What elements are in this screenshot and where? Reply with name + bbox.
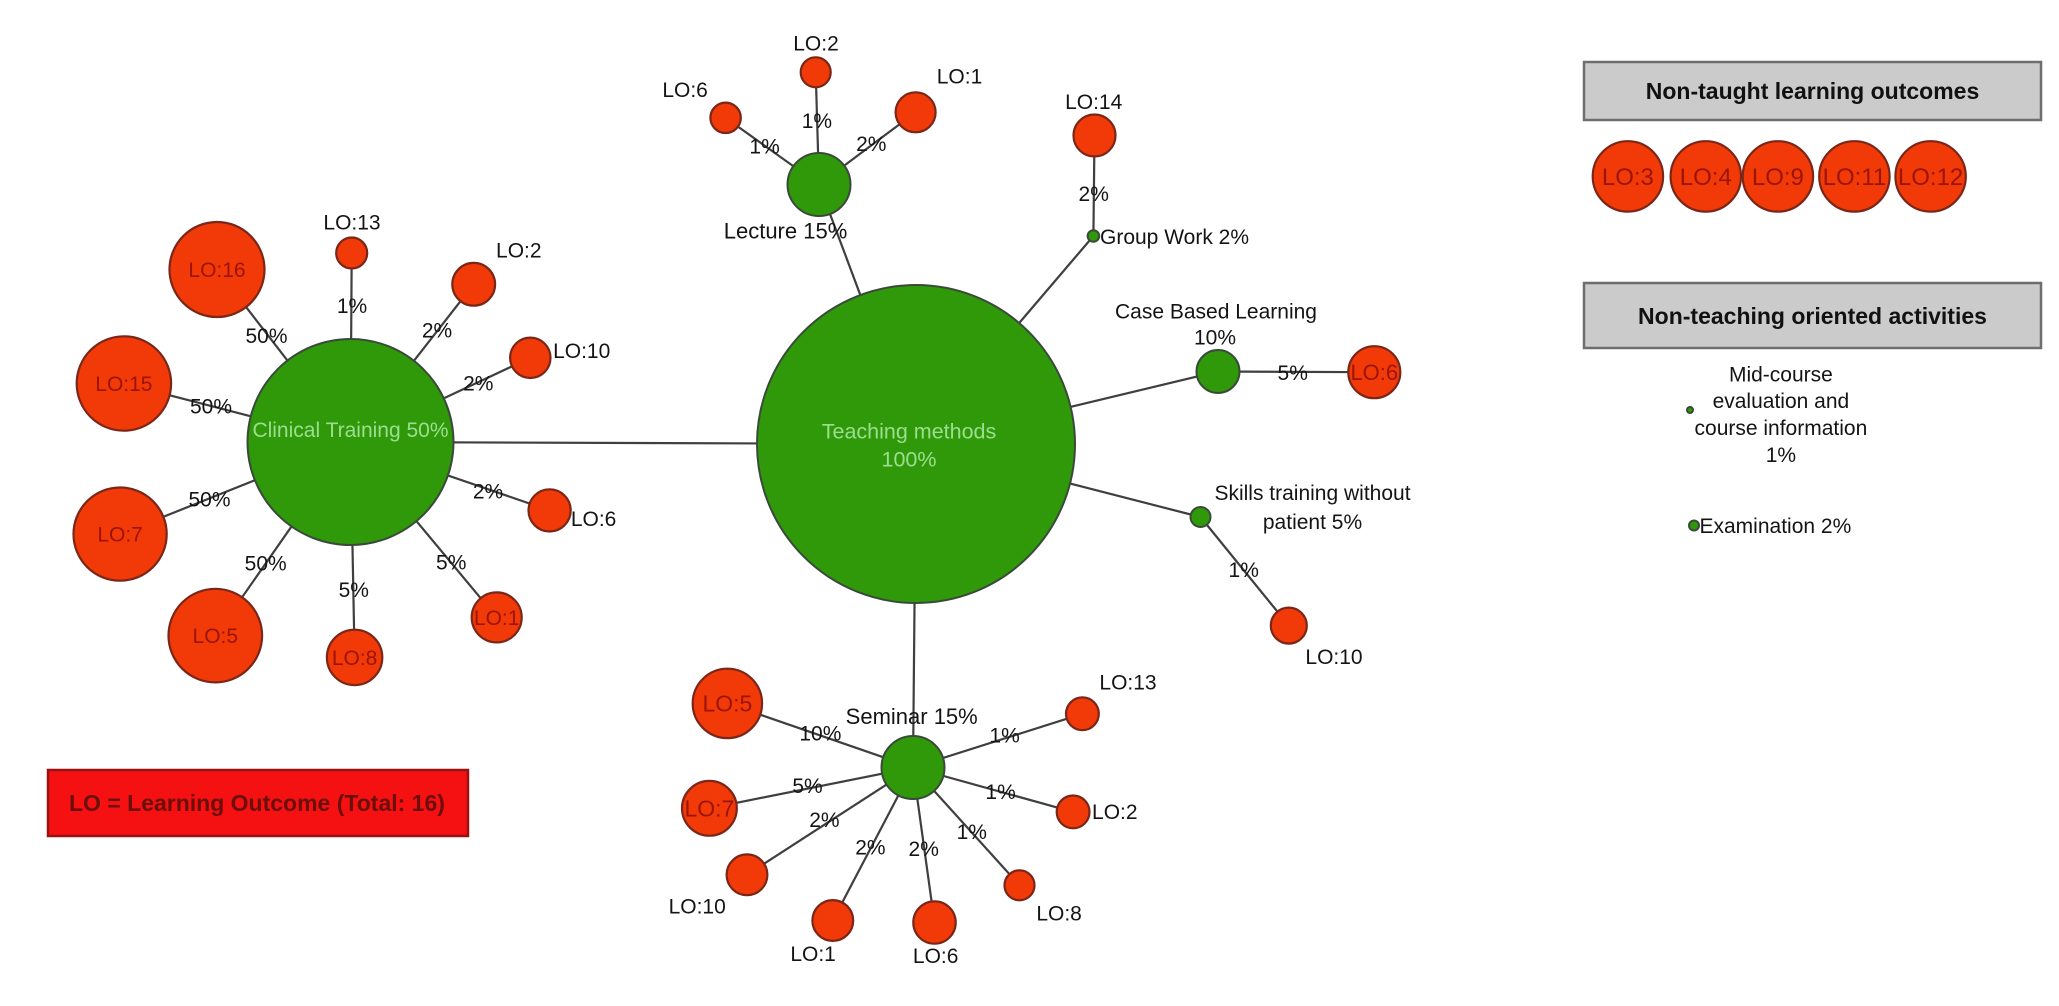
svg-text:2%: 2%	[473, 481, 503, 504]
svg-text:2%: 2%	[463, 373, 493, 396]
svg-text:LO:15: LO:15	[95, 373, 152, 396]
svg-text:50%: 50%	[245, 552, 287, 575]
svg-text:1%: 1%	[749, 136, 779, 159]
svg-text:2%: 2%	[855, 837, 885, 860]
svg-text:Clinical Training 50%: Clinical Training 50%	[252, 419, 448, 442]
svg-text:2%: 2%	[1079, 183, 1109, 206]
svg-text:LO:7: LO:7	[97, 524, 143, 547]
svg-text:LO:6: LO:6	[662, 79, 708, 102]
svg-text:50%: 50%	[245, 325, 287, 348]
svg-text:LO:16: LO:16	[188, 259, 245, 282]
svg-text:LO:6: LO:6	[571, 508, 617, 531]
svg-text:1%: 1%	[957, 821, 987, 844]
svg-text:100%: 100%	[882, 448, 937, 472]
svg-text:LO:10: LO:10	[669, 896, 726, 919]
svg-text:LO:6: LO:6	[913, 945, 959, 968]
svg-text:Teaching methods: Teaching methods	[822, 420, 997, 444]
svg-text:LO:12: LO:12	[1898, 164, 1963, 191]
svg-text:1%: 1%	[802, 110, 832, 133]
svg-text:LO:1: LO:1	[937, 66, 983, 89]
svg-text:1%: 1%	[337, 295, 367, 318]
svg-text:1%: 1%	[985, 781, 1015, 804]
svg-text:1%: 1%	[1766, 444, 1796, 467]
svg-text:LO:13: LO:13	[323, 211, 380, 234]
svg-text:50%: 50%	[188, 489, 230, 512]
svg-text:course information: course information	[1695, 417, 1868, 440]
svg-text:5%: 5%	[1278, 362, 1308, 385]
svg-text:LO:14: LO:14	[1065, 91, 1123, 114]
svg-text:2%: 2%	[809, 809, 839, 832]
svg-text:LO:2: LO:2	[1092, 801, 1138, 824]
svg-text:LO = Learning Outcome (Total:: LO = Learning Outcome (Total: 16)	[69, 790, 445, 816]
svg-text:1%: 1%	[989, 724, 1019, 747]
svg-text:2%: 2%	[422, 320, 452, 343]
svg-text:LO:3: LO:3	[1602, 164, 1654, 191]
svg-text:evaluation and: evaluation and	[1713, 390, 1850, 413]
svg-text:LO:9: LO:9	[1752, 164, 1804, 191]
svg-text:LO:6: LO:6	[1350, 360, 1398, 385]
svg-text:Group Work 2%: Group Work 2%	[1100, 226, 1249, 249]
svg-text:LO:5: LO:5	[193, 625, 239, 648]
svg-text:Mid-course: Mid-course	[1729, 364, 1833, 387]
svg-text:Examination 2%: Examination 2%	[1700, 515, 1852, 538]
svg-text:Skills training without: Skills training without	[1214, 482, 1410, 505]
svg-text:LO:2: LO:2	[496, 239, 542, 262]
svg-text:5%: 5%	[436, 552, 466, 575]
svg-text:50%: 50%	[190, 396, 232, 419]
svg-text:Seminar 15%: Seminar 15%	[846, 704, 978, 729]
svg-text:Case Based Learning: Case Based Learning	[1115, 301, 1317, 324]
svg-text:2%: 2%	[856, 133, 886, 156]
svg-text:LO:1: LO:1	[474, 607, 520, 630]
svg-text:LO:2: LO:2	[793, 33, 839, 56]
svg-text:LO:8: LO:8	[332, 647, 378, 670]
svg-text:LO:5: LO:5	[702, 690, 752, 716]
svg-text:LO:13: LO:13	[1099, 672, 1156, 695]
svg-text:LO:7: LO:7	[684, 795, 734, 821]
svg-text:LO:8: LO:8	[1036, 903, 1082, 926]
svg-text:10%: 10%	[799, 722, 841, 745]
svg-text:patient 5%: patient 5%	[1263, 511, 1362, 534]
svg-text:1%: 1%	[1229, 559, 1259, 582]
svg-text:LO:11: LO:11	[1823, 164, 1887, 191]
svg-text:LO:4: LO:4	[1680, 164, 1732, 191]
svg-text:5%: 5%	[339, 579, 369, 602]
svg-text:Non-teaching oriented activiti: Non-teaching oriented activities	[1638, 303, 1987, 329]
svg-text:Non-taught learning outcomes: Non-taught learning outcomes	[1646, 78, 1980, 104]
svg-text:10%: 10%	[1194, 326, 1236, 349]
svg-text:Lecture 15%: Lecture 15%	[724, 219, 848, 244]
svg-text:2%: 2%	[909, 838, 939, 861]
svg-text:LO:10: LO:10	[553, 340, 610, 363]
svg-text:5%: 5%	[792, 775, 822, 798]
svg-text:LO:1: LO:1	[790, 943, 836, 966]
svg-text:LO:10: LO:10	[1305, 646, 1362, 669]
